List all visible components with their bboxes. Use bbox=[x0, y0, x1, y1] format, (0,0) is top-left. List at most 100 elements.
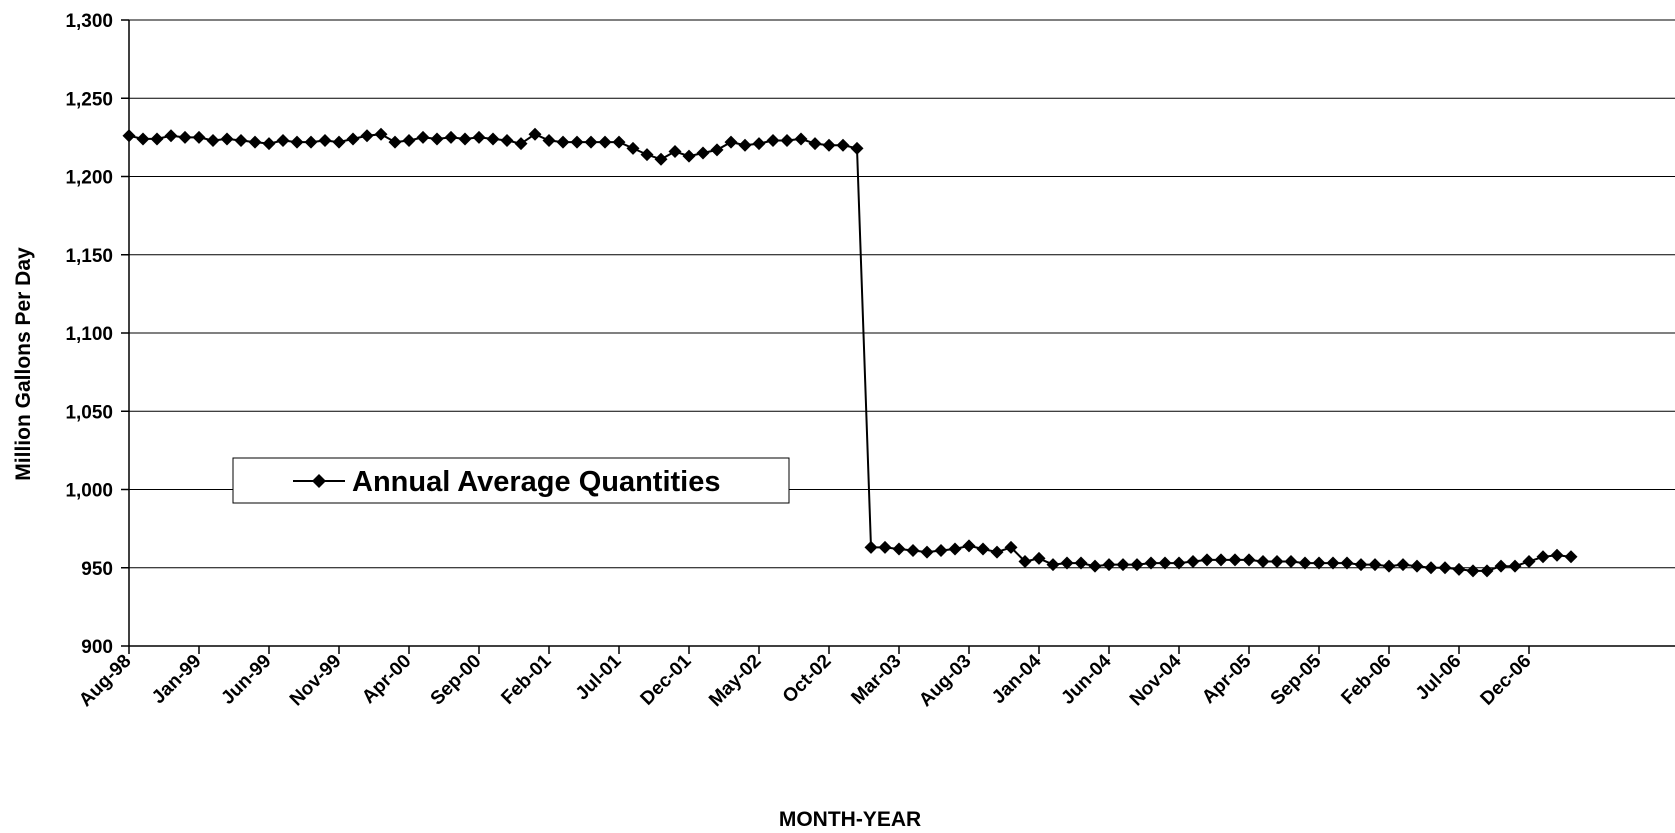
y-tick-label: 1,050 bbox=[65, 402, 113, 423]
data-point bbox=[1186, 554, 1200, 568]
data-point bbox=[626, 141, 640, 155]
data-point bbox=[1494, 559, 1508, 573]
y-tick-label: 1,100 bbox=[65, 324, 113, 345]
data-point bbox=[1060, 556, 1074, 570]
data-point bbox=[1452, 562, 1466, 576]
y-tick-labels: 900 950 1,000 1,050 1,100 1,150 1,200 1,250 1,30… bbox=[65, 11, 113, 658]
x-tick-labels: Aug-98 Jan-99 Jun-99 Nov-99 Apr-00 Sep-00 Feb-… bbox=[75, 650, 1535, 711]
data-point bbox=[836, 138, 850, 152]
data-point bbox=[1172, 556, 1186, 570]
data-point bbox=[164, 129, 178, 143]
x-tick-label: Dec-06 bbox=[1477, 651, 1536, 710]
data-point bbox=[150, 132, 164, 146]
data-point bbox=[472, 130, 486, 144]
data-point bbox=[220, 132, 234, 146]
y-tick-label: 1,000 bbox=[65, 481, 113, 502]
data-point bbox=[262, 137, 276, 151]
series-line bbox=[128, 133, 1572, 572]
legend-marker-swatch bbox=[312, 474, 326, 488]
data-point bbox=[584, 135, 598, 149]
data-point bbox=[976, 542, 990, 556]
x-tick-label: Nov-99 bbox=[286, 651, 346, 711]
data-point bbox=[878, 540, 892, 554]
data-point bbox=[906, 544, 920, 558]
x-tick-label: Apr-05 bbox=[1198, 650, 1256, 708]
data-point bbox=[178, 130, 192, 144]
data-point bbox=[1032, 551, 1046, 565]
data-point bbox=[136, 132, 150, 146]
data-point bbox=[486, 132, 500, 146]
data-point bbox=[668, 144, 682, 158]
data-point bbox=[1130, 558, 1144, 572]
data-point bbox=[1438, 561, 1452, 575]
data-point bbox=[206, 134, 220, 148]
data-point bbox=[528, 127, 542, 141]
data-point bbox=[570, 135, 584, 149]
data-point bbox=[948, 542, 962, 556]
data-point bbox=[1158, 556, 1172, 570]
data-point bbox=[1550, 548, 1564, 562]
data-point bbox=[934, 544, 948, 558]
data-point bbox=[276, 134, 290, 148]
x-tick-label: Jul-01 bbox=[572, 650, 626, 704]
x-tick-label: Feb-06 bbox=[1337, 651, 1395, 709]
data-point bbox=[1214, 553, 1228, 567]
data-point bbox=[1508, 559, 1522, 573]
data-point bbox=[318, 134, 332, 148]
data-point bbox=[234, 134, 248, 148]
data-point bbox=[444, 130, 458, 144]
legend-label: Annual Average Quantities bbox=[352, 466, 721, 498]
data-point bbox=[1396, 558, 1410, 572]
data-point bbox=[920, 545, 934, 559]
x-tick-label: Apr-00 bbox=[358, 651, 415, 708]
data-point bbox=[1480, 564, 1494, 578]
data-point bbox=[864, 540, 878, 554]
legend: Annual Average Quantities bbox=[232, 457, 790, 504]
data-point bbox=[1270, 554, 1284, 568]
data-point bbox=[388, 135, 402, 149]
data-point bbox=[1298, 556, 1312, 570]
data-point bbox=[1004, 540, 1018, 554]
data-point bbox=[1340, 556, 1354, 570]
data-point bbox=[122, 129, 136, 143]
data-point bbox=[752, 137, 766, 151]
data-point bbox=[1368, 558, 1382, 572]
x-tick-label: Feb-01 bbox=[497, 650, 555, 708]
data-point bbox=[724, 135, 738, 149]
data-point bbox=[1088, 559, 1102, 573]
data-point bbox=[682, 149, 696, 163]
data-point bbox=[1522, 554, 1536, 568]
x-tick-label: Mar-03 bbox=[847, 651, 905, 709]
x-tick-label: Jan-99 bbox=[148, 651, 205, 708]
x-axis-title: MONTH-YEAR bbox=[779, 808, 921, 831]
data-point bbox=[990, 545, 1004, 559]
data-point bbox=[640, 148, 654, 162]
data-point bbox=[1074, 556, 1088, 570]
data-point bbox=[374, 127, 388, 141]
data-point bbox=[612, 135, 626, 149]
data-point bbox=[290, 135, 304, 149]
data-point bbox=[500, 134, 514, 148]
data-point bbox=[542, 134, 556, 148]
data-point bbox=[822, 138, 836, 152]
data-point bbox=[1256, 554, 1270, 568]
data-point bbox=[1228, 553, 1242, 567]
x-tick-label: Sep-05 bbox=[1267, 650, 1326, 709]
data-point bbox=[1382, 559, 1396, 573]
data-point bbox=[710, 143, 724, 157]
y-tick-label: 1,250 bbox=[65, 89, 113, 110]
data-point bbox=[1102, 558, 1116, 572]
data-point bbox=[654, 152, 668, 166]
data-point bbox=[304, 135, 318, 149]
data-point bbox=[346, 132, 360, 146]
data-point bbox=[794, 132, 808, 146]
x-tick-label: May-02 bbox=[705, 651, 765, 711]
data-point bbox=[332, 135, 346, 149]
x-tick-label: Sep-00 bbox=[427, 651, 486, 710]
data-point bbox=[1116, 558, 1130, 572]
data-point bbox=[1018, 554, 1032, 568]
series-annual-average bbox=[122, 127, 1578, 578]
data-point bbox=[962, 539, 976, 553]
